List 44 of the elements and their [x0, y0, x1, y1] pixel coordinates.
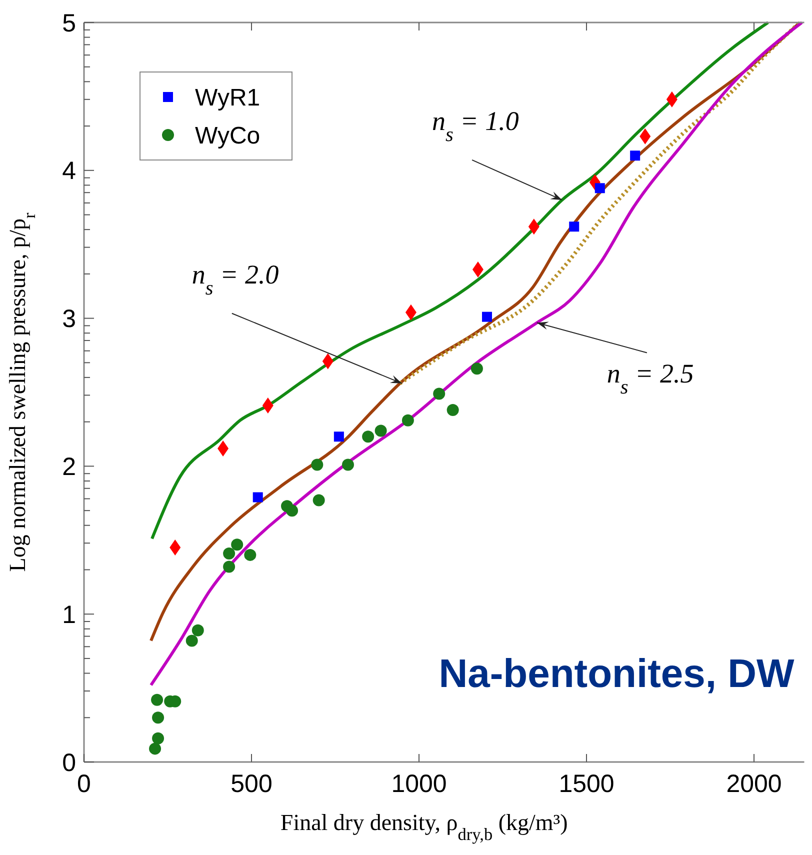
x-tick-label: 1500	[558, 770, 614, 798]
point	[446, 404, 459, 416]
point	[312, 494, 325, 506]
point	[244, 548, 256, 561]
point	[470, 362, 483, 375]
y-tick-label: 5	[62, 9, 76, 38]
y-tick-label: 2	[62, 452, 76, 481]
annotation: n$_{s}$ = 2.0	[192, 259, 280, 300]
point	[286, 504, 298, 517]
x-tick-label: 1000	[391, 770, 447, 798]
x-tick-label: 500	[230, 770, 272, 798]
point	[342, 458, 354, 471]
y-tick-label: 4	[62, 157, 76, 186]
point	[334, 432, 344, 442]
point	[252, 492, 263, 502]
point	[231, 538, 244, 551]
point	[149, 742, 162, 755]
point	[223, 547, 236, 560]
annotation: n$_{s}$ = 1.0	[432, 106, 520, 146]
y-tick-label: 1	[62, 600, 76, 629]
point	[223, 560, 236, 573]
point	[630, 150, 640, 161]
point	[482, 312, 492, 322]
legend-label: WyCo	[195, 122, 260, 150]
point	[374, 424, 387, 437]
y-tick-label: 3	[62, 305, 76, 334]
point	[594, 183, 605, 194]
point	[186, 634, 198, 647]
annotation: n$_{s}$ = 2.5	[606, 358, 694, 399]
annotation: Na-bentonites, DW	[438, 652, 794, 696]
point	[192, 624, 204, 636]
point	[151, 694, 164, 706]
point	[311, 458, 324, 471]
point	[433, 388, 446, 400]
point	[152, 712, 164, 724]
x-axis-title: Final dry density, ρ$_{dry,b}$ (kg/m³)	[280, 810, 568, 844]
point	[569, 222, 580, 232]
x-tick-label: 2000	[726, 770, 782, 798]
legend-label: WyR1	[195, 84, 260, 112]
y-tick-label: 0	[62, 748, 76, 777]
point	[402, 414, 414, 426]
point	[362, 430, 374, 443]
line-series	[150, 21, 770, 540]
point	[152, 732, 164, 744]
